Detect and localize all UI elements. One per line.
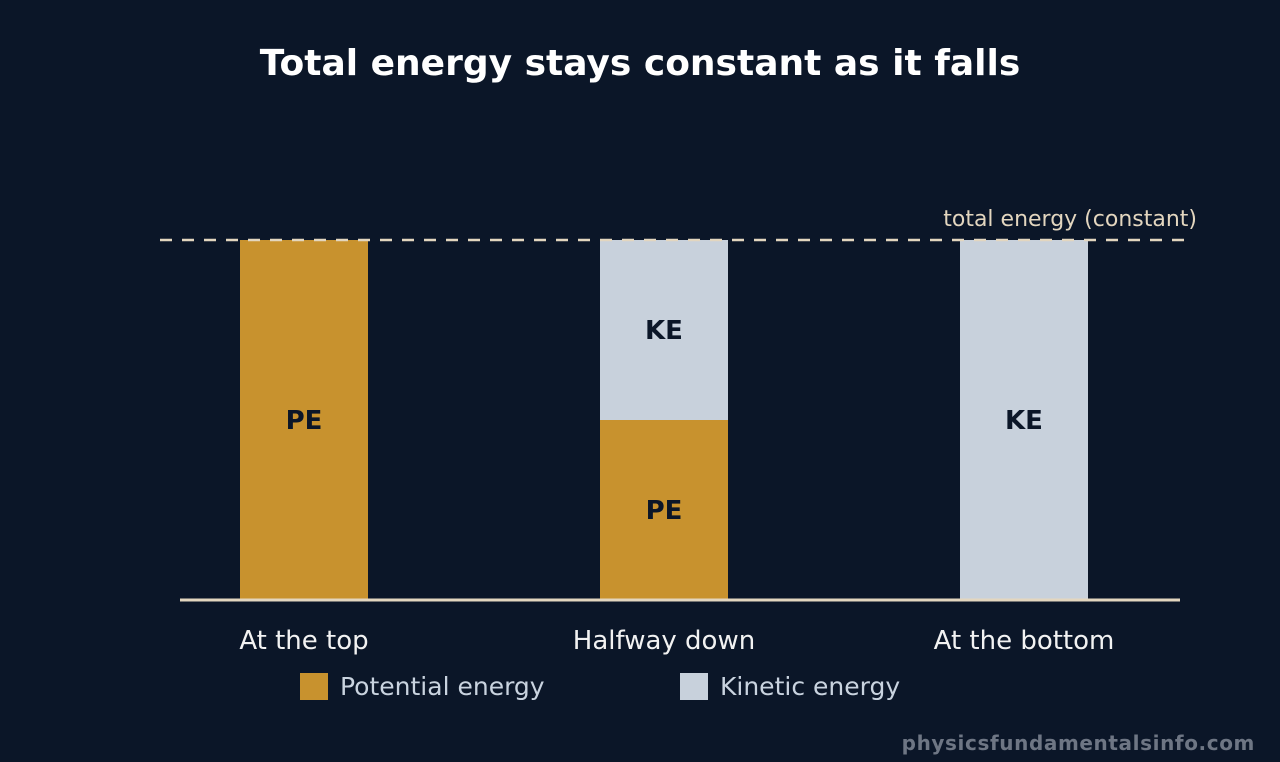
legend-label-potential-energy: Potential energy [340, 672, 545, 701]
bar-label-halfway-down-ke: KE [645, 316, 683, 346]
bar-label-halfway-down-pe: PE [646, 496, 683, 526]
bar-label-at-the-top-pe: PE [286, 406, 323, 436]
bar-at-the-bottom-ke [960, 240, 1088, 600]
watermark-text: physicsfundamentalsinfo.com [902, 731, 1255, 755]
category-label-at-the-bottom: At the bottom [934, 626, 1115, 656]
category-labels: At the top Halfway down At the bottom [239, 626, 1114, 656]
bar-halfway-down-ke [600, 240, 728, 420]
bar-group: PE PE KE KE [240, 240, 1088, 600]
category-label-halfway-down: Halfway down [573, 626, 755, 656]
reference-line-label: total energy (constant) [943, 207, 1197, 232]
legend-swatch-potential-energy [300, 673, 328, 700]
legend-swatch-kinetic-energy [680, 673, 708, 700]
bar-halfway-down-pe [600, 420, 728, 600]
bar-at-the-top-pe [240, 240, 368, 600]
legend-label-kinetic-energy: Kinetic energy [720, 672, 900, 701]
bar-label-at-the-bottom-ke: KE [1005, 406, 1043, 436]
legend: Potential energy Kinetic energy [300, 672, 900, 701]
category-label-at-the-top: At the top [239, 626, 368, 656]
chart-title: Total energy stays constant as it falls [260, 43, 1021, 84]
